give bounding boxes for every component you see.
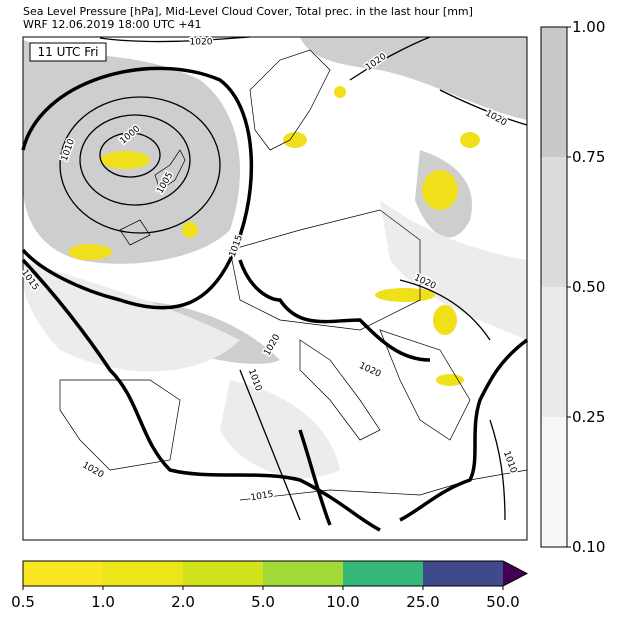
colorbar-tick-label: 0.75 (572, 148, 605, 166)
colorbar-tick-label: 50.0 (486, 593, 519, 611)
colorbar-tick-label: 25.0 (406, 593, 439, 611)
colorbar-tick-label: 0.5 (11, 593, 35, 611)
colorbar-segment (343, 561, 423, 586)
colorbar-segment (541, 27, 567, 157)
subtitle: WRF 12.06.2019 18:00 UTC +41 (23, 18, 202, 31)
colorbar-tick-label: 1.00 (572, 18, 605, 36)
colorbar-segment (423, 561, 503, 586)
map: 11 UTC Fri 10201020102010101000100510151… (17, 36, 529, 541)
colorbar-segment (263, 561, 343, 586)
colorbar-segment (541, 287, 567, 417)
time-label: 11 UTC Fri (38, 45, 99, 59)
colorbar-segment (541, 417, 567, 547)
colorbar-tick-label: 0.50 (572, 278, 605, 296)
colorbar-tick-label: 2.0 (171, 593, 195, 611)
colorbar-frame (22, 560, 529, 587)
cloud-colorbar: 0.10 0.25 0.50 0.75 1.00 (540, 18, 605, 556)
colorbar-segment (23, 561, 103, 586)
title: Sea Level Pressure [hPa], Mid-Level Clou… (23, 5, 473, 18)
colorbar-extension (503, 561, 527, 586)
colorbar-tick-label: 10.0 (326, 593, 359, 611)
colorbar-tick-label: 0.25 (572, 408, 605, 426)
colorbar-tick-label: 1.0 (91, 593, 115, 611)
colorbar-tick-label: 5.0 (251, 593, 275, 611)
colorbar-segment (183, 561, 263, 586)
colorbar-segment (103, 561, 183, 586)
precip-colorbar: 0.5 1.0 2.0 5.0 10.0 25.0 50.0 (11, 560, 529, 611)
colorbar-tick-label: 0.10 (572, 538, 605, 556)
isobar-label: 1020 (190, 38, 213, 48)
colorbar-segment (541, 157, 567, 287)
